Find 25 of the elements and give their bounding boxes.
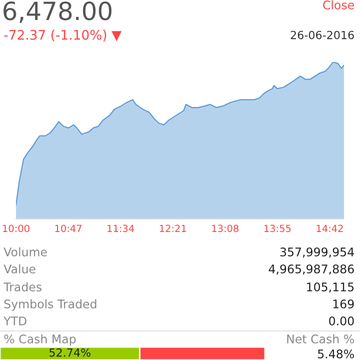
text: Symbols Traded	[4, 299, 96, 311]
text: 26-06-2016	[290, 30, 354, 40]
chart-subtitle: -72.37 (-1.10%) ▼	[4, 30, 122, 42]
text: 0.00	[329, 316, 354, 326]
text: 5.48%	[318, 349, 354, 358]
x-tick-label: 10:47	[55, 224, 82, 232]
text: Close	[323, 0, 354, 10]
data-label: 52.74%	[50, 348, 90, 357]
text: Trades	[4, 282, 42, 292]
x-tick-label: 13:08	[212, 224, 238, 232]
text: Value	[4, 264, 36, 274]
text: 357,999,954	[280, 247, 354, 258]
text: 105,115	[307, 282, 354, 293]
x-tick-label: 11:34	[108, 224, 134, 232]
text: Net Cash %	[287, 334, 354, 344]
x-tick-label: 13:55	[264, 224, 291, 232]
x-tick-label: 14:42	[316, 224, 343, 232]
x-tick-label: 10:00	[3, 224, 30, 232]
text: 169	[333, 299, 354, 308]
chart-title: 6,478.00	[4, 1, 112, 23]
text: Volume	[4, 247, 47, 256]
text: 4,965,987,886	[268, 264, 354, 275]
x-tick-label: 12:21	[160, 224, 186, 232]
text: YTD	[4, 316, 26, 326]
text: % Cash Map	[4, 334, 76, 346]
